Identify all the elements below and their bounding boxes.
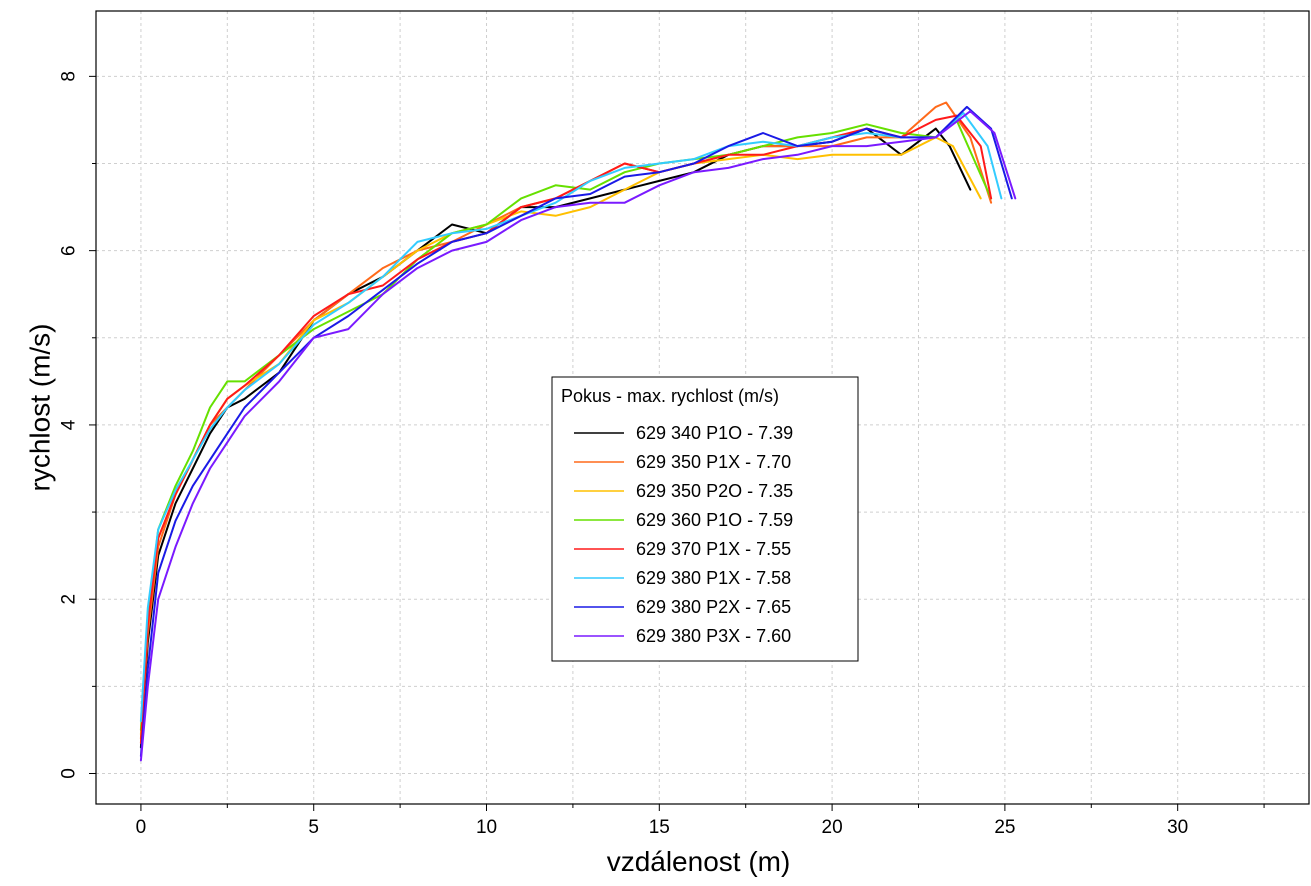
legend-entry-label: 629 340 P1O - 7.39 (636, 423, 793, 443)
plot-frame (95, 10, 1310, 805)
x-tick-label: 20 (822, 817, 843, 838)
y-tick-label: 2 (59, 594, 80, 605)
legend-box (551, 376, 859, 662)
legend-entry-label: 629 380 P3X - 7.60 (636, 626, 791, 646)
legend-entry-label: 629 370 P1X - 7.55 (636, 539, 791, 559)
x-tick-label: 25 (994, 817, 1015, 838)
series-lines (139, 101, 1017, 762)
x-tick-label: 30 (1167, 817, 1188, 838)
legend-entry-label: 629 380 P1X - 7.58 (636, 568, 791, 588)
x-axis-ticks: 0 5 10 15 20 25 30 (136, 804, 1265, 838)
legend-title: Pokus - max. rychlost (m/s) (561, 386, 779, 406)
x-tick-label: 15 (649, 817, 670, 838)
legend-entry-label: 629 350 P2O - 7.35 (636, 481, 793, 501)
y-tick-label: 0 (59, 768, 80, 779)
legend-entry-label: 629 380 P2X - 7.65 (636, 597, 791, 617)
x-axis-label: vzdálenost (m) (607, 846, 791, 877)
series-line-7 (139, 105, 1013, 758)
legend: Pokus - max. rychlost (m/s) 629 340 P1O … (551, 376, 859, 662)
y-tick-label: 8 (59, 71, 80, 82)
x-tick-label: 10 (476, 817, 497, 838)
y-tick-label: 6 (59, 245, 80, 256)
legend-entry-label: 629 360 P1O - 7.59 (636, 510, 793, 530)
series-line-8 (139, 110, 1017, 762)
y-axis-label: rychlost (m/s) (25, 324, 56, 492)
y-axis-ticks: 0 2 4 6 8 (59, 71, 96, 779)
series-line-4 (139, 118, 993, 731)
legend-items: 629 340 P1O - 7.39 629 350 P1X - 7.70 629 … (574, 423, 793, 646)
x-tick-label: 5 (308, 817, 319, 838)
x-tick-label: 0 (136, 817, 147, 838)
y-tick-label: 4 (59, 419, 80, 430)
legend-entry-label: 629 350 P1X - 7.70 (636, 452, 791, 472)
